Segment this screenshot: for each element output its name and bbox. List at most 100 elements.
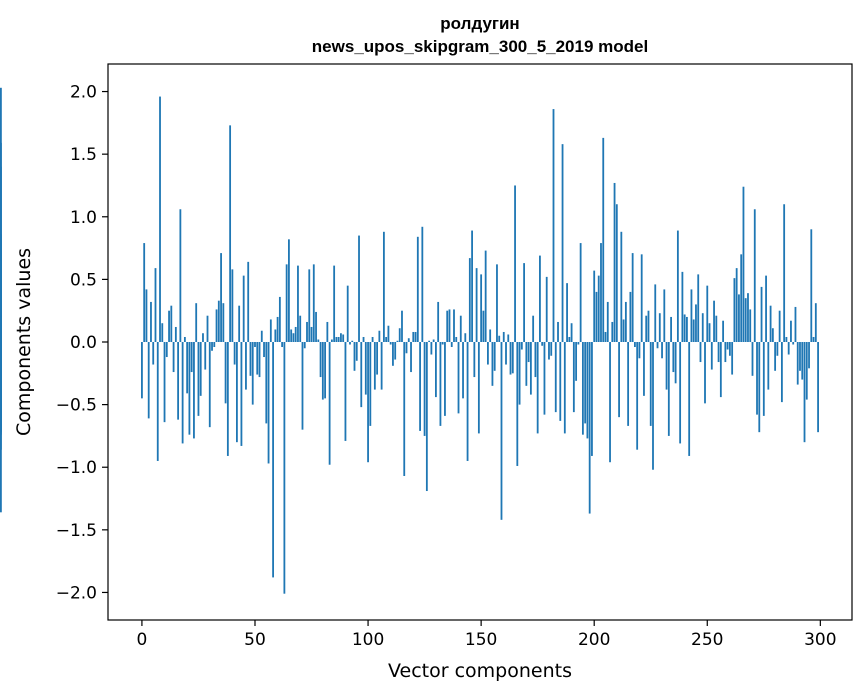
bar xyxy=(701,313,704,342)
bar xyxy=(749,309,752,342)
bar xyxy=(310,326,313,342)
bar xyxy=(548,342,550,360)
bar xyxy=(367,342,369,463)
bar xyxy=(706,285,709,342)
bar xyxy=(480,274,483,342)
bar xyxy=(197,342,200,416)
bar xyxy=(306,321,308,342)
bar xyxy=(765,275,767,342)
bar xyxy=(511,342,514,374)
bar xyxy=(493,342,496,371)
bar xyxy=(220,253,222,342)
bar xyxy=(174,326,177,342)
bar xyxy=(292,333,295,342)
bar xyxy=(491,342,494,386)
bar xyxy=(312,264,315,342)
bar xyxy=(654,284,657,342)
bar xyxy=(342,334,345,342)
bar xyxy=(141,342,143,399)
bar xyxy=(466,342,469,461)
bar xyxy=(281,342,284,348)
y-tick-label: 0.0 xyxy=(70,333,97,353)
bar xyxy=(808,342,810,369)
bar xyxy=(697,274,700,342)
bar xyxy=(396,340,399,342)
bar xyxy=(529,342,532,395)
bar xyxy=(591,342,593,456)
bar xyxy=(801,342,804,380)
bar xyxy=(629,291,632,342)
bar xyxy=(638,342,641,359)
bar xyxy=(168,310,170,342)
bar xyxy=(150,301,152,342)
bar xyxy=(290,329,293,342)
x-axis: 0 50 100 150 200 250 300 xyxy=(137,620,837,650)
bar xyxy=(740,254,743,342)
bar xyxy=(554,342,557,413)
bar xyxy=(487,342,489,365)
bar xyxy=(145,289,148,342)
bar xyxy=(233,342,236,365)
bar xyxy=(699,342,702,363)
bar xyxy=(593,270,596,342)
x-axis-label: Vector components xyxy=(388,660,572,682)
bar xyxy=(500,342,503,520)
bar xyxy=(217,300,220,342)
bar xyxy=(672,342,675,373)
x-tick-label: 100 xyxy=(352,630,384,650)
bar xyxy=(317,339,320,342)
bar xyxy=(143,243,146,342)
bar xyxy=(202,333,204,342)
bar xyxy=(776,342,779,356)
bar xyxy=(552,109,555,342)
bar xyxy=(165,342,168,358)
bar xyxy=(0,316,2,342)
bar xyxy=(283,342,286,594)
bar xyxy=(340,333,342,342)
bar xyxy=(324,342,326,399)
bar xyxy=(260,330,263,342)
bar xyxy=(683,314,686,342)
bar xyxy=(758,342,761,433)
bar xyxy=(742,186,745,342)
chart-subtitle: news_upos_skipgram_300_5_2019 model xyxy=(312,37,648,56)
bars-group xyxy=(0,87,819,594)
bar xyxy=(362,336,365,342)
bar xyxy=(686,316,688,342)
bar xyxy=(439,342,442,426)
bar xyxy=(462,342,464,399)
y-axis: −2.0 −1.5 −1.0 −0.5 0.0 0.5 1.0 1.5 2.0 xyxy=(56,83,108,603)
bar xyxy=(382,231,385,342)
bar xyxy=(541,342,544,346)
bar xyxy=(722,320,725,342)
bar xyxy=(459,315,462,342)
bar xyxy=(753,209,756,342)
bar xyxy=(708,323,711,342)
bar xyxy=(172,342,175,373)
bar xyxy=(688,342,691,456)
bar xyxy=(507,334,510,342)
bar xyxy=(353,342,356,371)
bar xyxy=(315,311,317,342)
bar xyxy=(477,342,480,434)
bar xyxy=(518,342,521,405)
y-axis-label: Components values xyxy=(13,248,35,436)
bar xyxy=(597,275,600,342)
bar xyxy=(767,342,770,390)
bar xyxy=(285,264,288,342)
bar xyxy=(373,342,376,390)
bar xyxy=(812,336,815,342)
bar xyxy=(731,342,734,375)
bar xyxy=(161,323,164,342)
chart-title: ролдугин xyxy=(440,14,519,33)
bar xyxy=(432,339,435,342)
bar xyxy=(735,268,738,342)
bar xyxy=(663,289,666,342)
bar xyxy=(231,269,234,342)
bar xyxy=(360,342,363,408)
bar xyxy=(484,250,487,342)
bar xyxy=(534,342,537,378)
bar xyxy=(425,342,428,492)
bar xyxy=(550,342,553,356)
